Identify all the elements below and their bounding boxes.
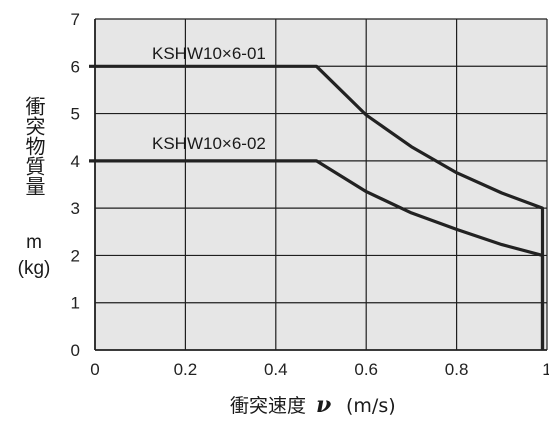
- y-tick-labels: 0 1 2 3 4 5 6 7: [71, 10, 80, 360]
- y-tick-label: 4: [71, 152, 80, 171]
- x-axis-symbol: ν: [316, 392, 331, 418]
- y-axis-unit: (kg): [18, 258, 51, 279]
- plot-area: [95, 19, 547, 350]
- x-tick-label: 0.2: [174, 360, 198, 379]
- y-tick-label: 6: [71, 57, 80, 76]
- x-tick-label: 0: [90, 360, 99, 379]
- x-tick-labels: 0 0.2 0.4 0.6 0.8 1: [90, 360, 549, 379]
- y-axis-label: 衝突物質量: [22, 96, 46, 196]
- y-tick-label: 2: [71, 246, 80, 265]
- y-tick-label: 7: [71, 10, 80, 29]
- y-tick-label: 1: [71, 294, 80, 313]
- y-tick-label: 5: [71, 105, 80, 124]
- series-label-02: KSHW10×6-02: [152, 134, 266, 153]
- series-lines: [89, 64, 545, 350]
- x-tick-label: 0.4: [264, 360, 288, 379]
- grid: [94, 18, 548, 351]
- series-line-2: [89, 159, 545, 350]
- y-tick-label: 0: [71, 341, 80, 360]
- series-label-01: KSHW10×6-01: [152, 44, 266, 63]
- x-tick-label: 0.8: [445, 360, 469, 379]
- x-axis-unit: (m/s): [346, 395, 396, 417]
- series-line-1: [89, 64, 545, 350]
- y-axis-symbol: m: [26, 232, 42, 253]
- x-tick-label: 1: [542, 360, 549, 379]
- x-axis-label: 衝突速度: [230, 395, 306, 417]
- x-tick-label: 0.6: [354, 360, 378, 379]
- y-tick-label: 3: [71, 199, 80, 218]
